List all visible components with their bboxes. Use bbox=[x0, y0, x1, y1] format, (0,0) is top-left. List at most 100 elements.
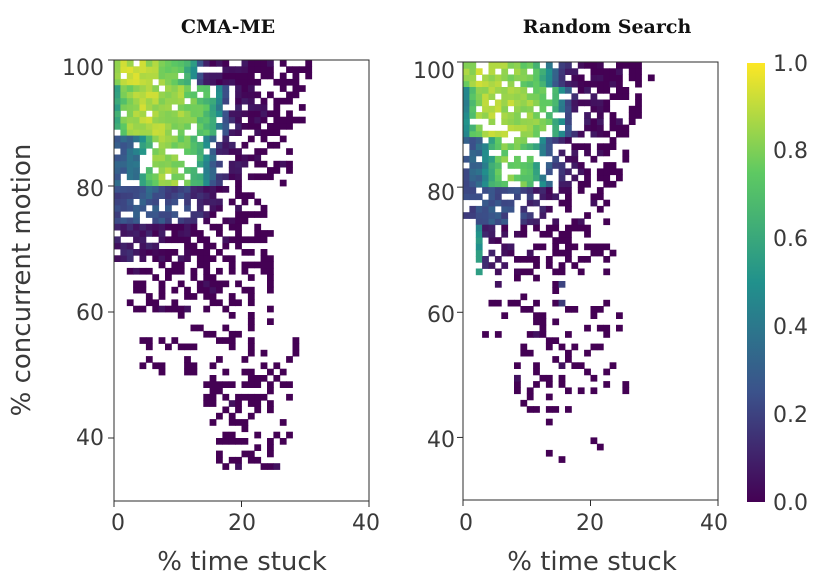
heatmap-cell bbox=[203, 104, 211, 111]
heatmap-cell bbox=[571, 343, 579, 351]
heatmap-cell bbox=[203, 60, 211, 67]
heatmap-cell bbox=[501, 212, 509, 219]
heatmap-cell bbox=[526, 162, 534, 169]
heatmap-cell bbox=[482, 105, 489, 113]
heatmap-cell bbox=[247, 318, 255, 325]
heatmap-cell bbox=[260, 349, 268, 357]
heatmap-cell bbox=[171, 141, 179, 149]
heatmap-cell bbox=[545, 143, 553, 150]
heatmap-cell bbox=[533, 274, 540, 282]
heatmap-cell bbox=[494, 199, 502, 207]
x-tick-label: 0 bbox=[459, 511, 473, 536]
heatmap-cell bbox=[254, 375, 262, 382]
heatmap-cell bbox=[165, 186, 172, 193]
heatmap-cell bbox=[222, 123, 230, 130]
heatmap-cell bbox=[514, 274, 521, 282]
heatmap-cell bbox=[558, 299, 566, 307]
heatmap-cell bbox=[267, 406, 274, 414]
heatmap-cell bbox=[184, 362, 191, 370]
heatmap-cell bbox=[558, 118, 566, 125]
heatmap-cell bbox=[469, 193, 477, 201]
heatmap-cell bbox=[235, 160, 242, 168]
heatmap-cell bbox=[184, 343, 191, 351]
heatmap-cell bbox=[222, 91, 230, 99]
heatmap-cell bbox=[120, 192, 128, 199]
heatmap-cell bbox=[507, 80, 515, 88]
heatmap-cell bbox=[133, 249, 140, 256]
heatmap-cell bbox=[222, 463, 230, 470]
heatmap-cell bbox=[603, 87, 611, 94]
heatmap-cell bbox=[514, 62, 521, 69]
heatmap-cell bbox=[126, 223, 134, 231]
heatmap-cell bbox=[507, 143, 515, 150]
heatmap-cell bbox=[235, 186, 242, 193]
heatmap-cell bbox=[177, 66, 185, 73]
heatmap-cell bbox=[145, 167, 153, 174]
heatmap-cell bbox=[114, 186, 121, 193]
heatmap-cell bbox=[596, 343, 604, 351]
heatmap-cell bbox=[228, 456, 236, 464]
heatmap-cell bbox=[571, 306, 579, 313]
heatmap-cell bbox=[145, 141, 153, 149]
heatmap-cell bbox=[177, 343, 185, 351]
heatmap-cell bbox=[494, 74, 502, 82]
heatmap-cell bbox=[514, 137, 521, 144]
heatmap-cell bbox=[133, 211, 140, 218]
heatmap-cell bbox=[533, 80, 540, 88]
heatmap-cell bbox=[120, 135, 128, 143]
heatmap-cell bbox=[222, 97, 230, 105]
heatmap-cell bbox=[158, 104, 166, 111]
heatmap-cell bbox=[241, 381, 249, 388]
heatmap-cell bbox=[203, 381, 211, 388]
heatmap-cell bbox=[209, 274, 217, 281]
heatmap-cell bbox=[139, 192, 147, 199]
heatmap-cell bbox=[507, 299, 515, 307]
heatmap-cell bbox=[267, 173, 274, 181]
heatmap-cell bbox=[133, 104, 140, 111]
axis-ticks bbox=[108, 59, 370, 507]
heatmap-cell bbox=[494, 105, 502, 113]
heatmap-cell bbox=[260, 463, 268, 470]
heatmap-cell bbox=[216, 85, 223, 92]
heatmap-cell bbox=[603, 299, 611, 307]
heatmap-cell bbox=[114, 104, 121, 111]
heatmap-cell bbox=[196, 249, 204, 256]
heatmap-cell bbox=[533, 299, 540, 307]
heatmap-cell bbox=[482, 168, 489, 176]
heatmap-cell bbox=[139, 362, 147, 370]
heatmap-cell bbox=[222, 236, 230, 244]
heatmap-cell bbox=[177, 173, 185, 181]
heatmap-cell bbox=[222, 72, 230, 80]
heatmap-cell bbox=[520, 268, 528, 276]
heatmap-cell bbox=[501, 93, 509, 100]
heatmap-cell bbox=[590, 387, 598, 395]
heatmap-cell bbox=[133, 129, 140, 136]
heatmap-cell bbox=[267, 230, 274, 237]
heatmap-cell bbox=[482, 162, 489, 169]
heatmap-cell bbox=[165, 72, 172, 80]
heatmap-cell bbox=[539, 80, 547, 88]
heatmap-cell bbox=[145, 267, 153, 275]
heatmap-cell bbox=[267, 129, 274, 136]
heatmap-cell bbox=[571, 162, 579, 169]
heatmap-cell bbox=[247, 60, 255, 67]
heatmap-cell bbox=[228, 431, 236, 439]
heatmap-cell bbox=[158, 186, 166, 193]
heatmap-cell bbox=[616, 80, 623, 88]
heatmap-cell bbox=[267, 444, 274, 451]
heatmap-cell bbox=[177, 305, 185, 313]
heatmap-cell bbox=[165, 192, 172, 199]
heatmap-cell bbox=[552, 356, 560, 363]
heatmap-cell bbox=[241, 192, 249, 199]
heatmap-cell bbox=[190, 217, 198, 225]
heatmap-cell bbox=[590, 306, 598, 313]
colorbar-tick-label: 0.6 bbox=[773, 227, 808, 252]
heatmap-cell bbox=[247, 293, 255, 300]
heatmap-cell bbox=[139, 242, 147, 250]
heatmap-cell bbox=[228, 330, 236, 338]
heatmap-cell bbox=[558, 105, 566, 113]
heatmap-cell bbox=[558, 162, 566, 169]
heatmap-cell bbox=[463, 105, 470, 113]
heatmap-cell bbox=[469, 137, 477, 144]
heatmap-cell bbox=[241, 286, 249, 294]
